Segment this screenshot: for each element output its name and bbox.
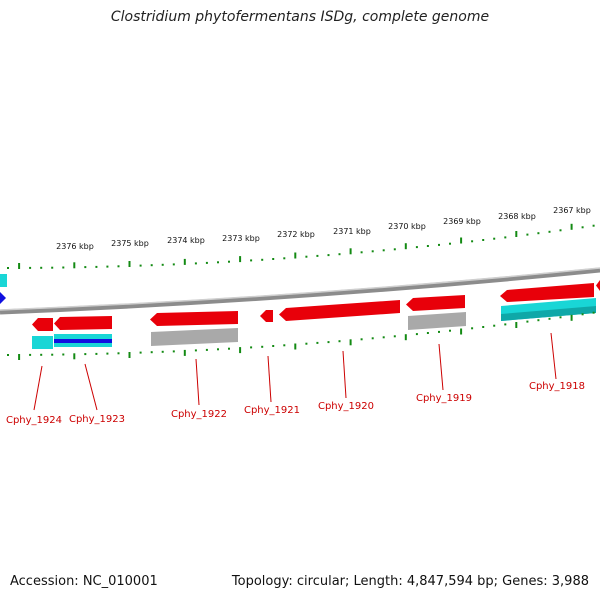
genome-backbone-highlight: [0, 267, 600, 311]
kbp-label: 2376 kbp: [56, 242, 94, 251]
cyan-feature-1918-shadow: [501, 306, 596, 321]
label-leaders: [33, 332, 557, 411]
gene-arrow-cphy-1919: [406, 295, 465, 311]
cyan-feature-edge: [0, 274, 7, 287]
leader-cphy-1920: [342, 350, 347, 399]
grey-feature-1919: [408, 312, 466, 330]
gene-label-cphy-1919: Cphy_1919: [416, 393, 472, 404]
grey-feature-1922: [151, 328, 238, 346]
gene-label-cphy-1918: Cphy_1918: [529, 381, 585, 392]
leader-cphy-1921: [267, 355, 272, 403]
kbp-label: 2367 kbp: [553, 206, 591, 215]
gene-label-cphy-1920: Cphy_1920: [318, 401, 374, 412]
gene-label-cphy-1923: Cphy_1923: [69, 414, 125, 425]
map-title: Clostridium phytofermentans ISDg, comple…: [110, 9, 490, 25]
gene-arrow-edge: [596, 280, 600, 291]
leader-cphy-1918: [550, 332, 557, 380]
genome-summary-text: Topology: circular; Length: 4,847,594 bp…: [231, 574, 589, 589]
gene-arrows: [32, 280, 600, 331]
kbp-label: 2373 kbp: [222, 234, 260, 243]
feature-bars: [32, 298, 596, 349]
cyan-feature-1924: [32, 336, 53, 349]
inner-tick-ruler: [7, 311, 595, 360]
gene-labels: Cphy_1924 Cphy_1923 Cphy_1922 Cphy_1921 …: [6, 381, 585, 426]
gene-label-cphy-1922: Cphy_1922: [171, 409, 227, 420]
leader-cphy-1919: [438, 343, 444, 391]
blue-feature-1923: [54, 339, 112, 343]
outer-tick-ruler: [7, 223, 595, 269]
blue-marker: [0, 292, 6, 304]
kbp-label: 2369 kbp: [443, 217, 481, 226]
kbp-label: 2372 kbp: [277, 230, 315, 239]
kbp-label: 2374 kbp: [167, 236, 205, 245]
gene-arrow-cphy-1920: [279, 300, 400, 321]
gene-arrow-cphy-1918: [500, 283, 594, 302]
kbp-label: 2368 kbp: [498, 212, 536, 221]
kbp-label: 2375 kbp: [111, 239, 149, 248]
kbp-label: 2370 kbp: [388, 222, 426, 231]
leader-cphy-1922: [195, 358, 200, 406]
kbp-label: 2371 kbp: [333, 227, 371, 236]
leader-cphy-1924: [33, 365, 43, 411]
gene-arrow-cphy-1923: [54, 316, 112, 330]
gene-label-cphy-1921: Cphy_1921: [244, 405, 300, 416]
gene-arrow-cphy-1924: [32, 318, 53, 331]
leader-cphy-1923: [84, 363, 98, 411]
kbp-scale-labels: 2376 kbp 2375 kbp 2374 kbp 2373 kbp 2372…: [56, 206, 591, 251]
gene-arrow-cphy-1922: [150, 311, 238, 326]
gene-arrow-cphy-1921: [260, 310, 273, 322]
genome-backbone: [0, 267, 600, 315]
gene-label-cphy-1924: Cphy_1924: [6, 415, 62, 426]
accession-text: Accession: NC_010001: [10, 574, 158, 589]
